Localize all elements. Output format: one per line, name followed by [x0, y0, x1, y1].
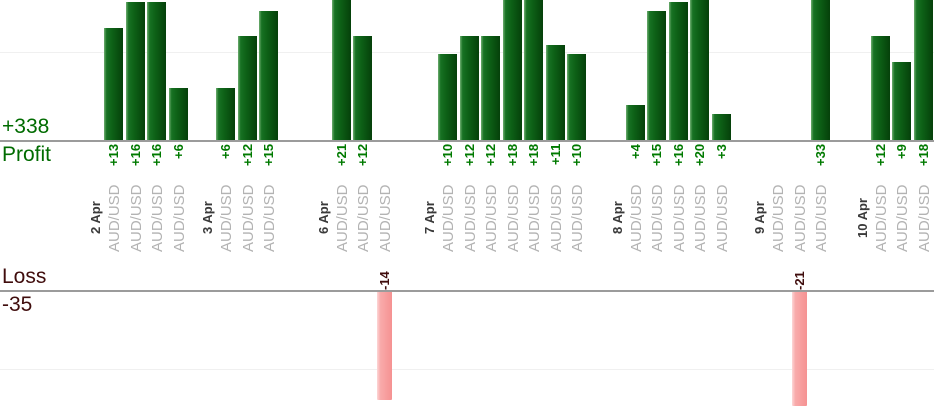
- profit-bar: [668, 2, 688, 140]
- trade-profit-label: +16: [670, 144, 686, 167]
- trade-profit-label: +21: [333, 144, 349, 167]
- loss-bar: [791, 292, 807, 406]
- symbol-label: AUD/USD: [791, 184, 809, 252]
- profit-bar: [811, 0, 830, 140]
- loss-total-value: -35: [2, 293, 33, 316]
- profit-bar: [647, 11, 666, 140]
- date-label: 10 Apr: [854, 198, 870, 238]
- symbol-label: AUD/USD: [440, 184, 457, 252]
- trade-profit-label: +10: [569, 144, 584, 167]
- trade-profit-label: +16: [149, 144, 164, 167]
- symbol-label: AUD/USD: [670, 184, 688, 252]
- symbol-label: AUD/USD: [461, 184, 479, 252]
- loss-axis-title: Loss: [2, 265, 47, 288]
- profit-bar: [524, 0, 543, 140]
- profit-axis-line: [0, 140, 934, 142]
- loss-axis-line: [0, 290, 934, 292]
- symbol-label: AUD/USD: [547, 184, 565, 252]
- profit-bar: [237, 36, 257, 140]
- profit-bar: [870, 36, 890, 140]
- trade-loss-label: -21: [791, 271, 807, 290]
- trade-profit-label: +18: [526, 144, 541, 167]
- profit-bar: [438, 54, 457, 140]
- symbol-label: AUD/USD: [894, 184, 911, 252]
- profit-bar: [459, 36, 479, 140]
- trade-profit-label: +15: [649, 144, 664, 167]
- profit-bar: [502, 0, 522, 140]
- symbol-label: AUD/USD: [483, 184, 500, 252]
- symbol-label: AUD/USD: [713, 184, 731, 252]
- date-label: 7 Apr: [422, 201, 437, 235]
- date-label: 2 Apr: [88, 201, 103, 235]
- profit-plot-area: [0, 0, 934, 140]
- trade-profit-label: +11: [547, 144, 563, 166]
- symbol-label: AUD/USD: [813, 184, 830, 252]
- symbol-label: AUD/USD: [261, 184, 278, 252]
- date-label: 6 Apr: [315, 201, 331, 235]
- date-label: 3 Apr: [200, 201, 215, 235]
- profit-bar: [481, 36, 500, 140]
- symbol-label: AUD/USD: [504, 184, 522, 252]
- profit-bar: [147, 2, 166, 140]
- symbol-label: AUD/USD: [770, 184, 787, 252]
- symbol-label: AUD/USD: [239, 184, 257, 252]
- symbol-label: AUD/USD: [692, 184, 709, 252]
- trade-profit-label: +12: [461, 144, 477, 167]
- profit-bar: [625, 105, 645, 140]
- loss-gridline: [0, 369, 934, 370]
- profit-bar: [168, 88, 188, 140]
- trade-profit-label: +12: [483, 144, 498, 167]
- symbol-label: AUD/USD: [170, 184, 188, 252]
- profit-total-value: +338: [2, 115, 50, 138]
- trade-profit-label: +18: [915, 144, 931, 167]
- symbol-label: AUD/USD: [106, 184, 123, 252]
- symbol-label: AUD/USD: [149, 184, 166, 252]
- trade-profit-label: +15: [261, 144, 276, 167]
- trade-profit-label: +9: [894, 144, 909, 159]
- trade-profit-label: +10: [440, 144, 455, 167]
- trade-profit-label: +3: [713, 144, 729, 159]
- date-label: 8 Apr: [609, 201, 625, 235]
- symbol-label: AUD/USD: [333, 184, 351, 252]
- trade-profit-label: +12: [872, 144, 888, 167]
- profit-bar: [567, 54, 586, 140]
- symbol-label: AUD/USD: [649, 184, 666, 252]
- profit-bar: [913, 0, 933, 140]
- symbol-label: AUD/USD: [218, 184, 235, 252]
- profit-bar: [125, 2, 145, 140]
- symbol-label: AUD/USD: [526, 184, 543, 252]
- symbol-label: AUD/USD: [872, 184, 890, 252]
- trade-profit-label: +16: [127, 144, 143, 167]
- profit-bar: [711, 114, 731, 140]
- trade-profit-label: +4: [627, 144, 643, 159]
- trade-profit-label: +20: [692, 144, 707, 167]
- symbol-label: AUD/USD: [127, 184, 145, 252]
- trade-profit-label: +33: [813, 144, 828, 167]
- trade-profit-label: +18: [504, 144, 520, 167]
- profit-axis-title: Profit: [2, 143, 52, 166]
- trade-profit-label: +13: [106, 144, 121, 167]
- profit-bar: [216, 88, 235, 140]
- trade-profit-label: +6: [218, 144, 233, 159]
- profit-bar: [353, 36, 372, 140]
- symbol-label: AUD/USD: [355, 184, 372, 252]
- loss-plot-area: [0, 292, 934, 420]
- trade-profit-label: +12: [239, 144, 255, 167]
- profit-bar: [104, 28, 123, 140]
- date-label: 9 Apr: [752, 201, 767, 235]
- profit-bar: [690, 0, 709, 140]
- profit-bar: [331, 0, 351, 140]
- trade-profit-label: +6: [170, 144, 186, 159]
- profit-bar: [892, 62, 911, 140]
- loss-bar: [376, 292, 392, 400]
- profit-bar: [545, 45, 565, 140]
- symbol-label: AUD/USD: [915, 184, 933, 252]
- profit-bar: [259, 11, 278, 140]
- symbol-label: AUD/USD: [376, 184, 394, 252]
- symbol-label: AUD/USD: [627, 184, 645, 252]
- trade-profit-label: +12: [355, 144, 370, 167]
- symbol-label: AUD/USD: [569, 184, 586, 252]
- trade-loss-label: -14: [376, 271, 392, 290]
